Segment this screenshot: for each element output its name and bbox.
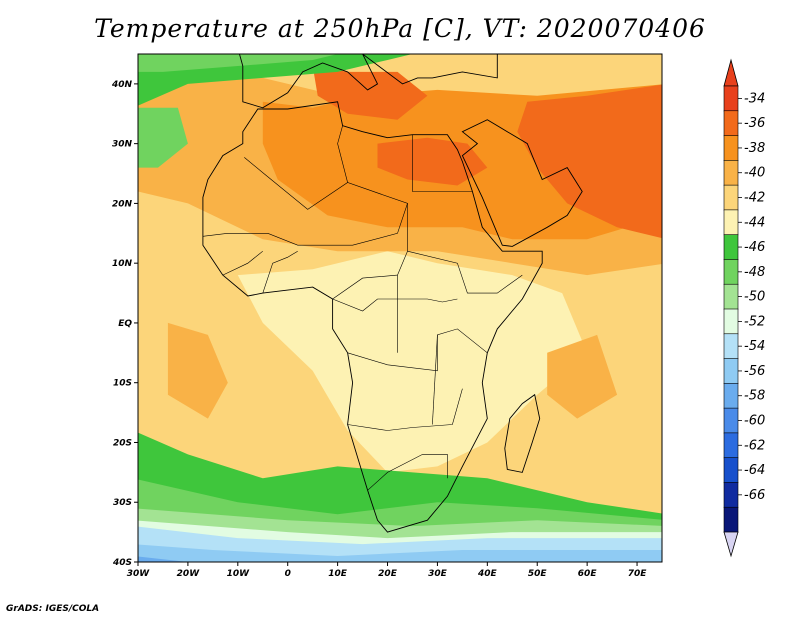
colorbar-swatch	[723, 432, 739, 459]
band-warm-mozambique	[547, 334, 618, 419]
colorbar-swatch	[723, 407, 739, 434]
colorbar-swatch	[723, 283, 739, 310]
lon-tick-label: 70E	[628, 569, 648, 579]
coastlines-borders	[202, 54, 583, 533]
colorbar-swatch	[723, 209, 739, 236]
colorbar-swatch	[723, 358, 739, 384]
colorbar-swatch	[723, 457, 739, 484]
colorbar-swatch	[723, 234, 739, 261]
colorbar-label: -44	[744, 215, 765, 230]
lat-tick-label: EQ	[118, 319, 132, 329]
colorbar-swatch	[723, 110, 739, 137]
chart-title: Temperature at 250hPa [C], VT: 202007040…	[94, 14, 706, 43]
lon-tick-label: 20E	[378, 569, 398, 579]
colorbar-swatch	[723, 135, 739, 161]
colorbar-swatch	[723, 259, 739, 285]
colorbar-bottom-arrow	[723, 531, 739, 558]
colorbar-label: -64	[744, 463, 765, 478]
country-border	[412, 134, 473, 192]
coast-arabia	[461, 119, 583, 247]
colorbar-swatch	[723, 184, 739, 211]
band-green-nw-corner	[138, 107, 188, 168]
colorbar-swatch	[723, 85, 739, 112]
lon-tick-label: 30W	[127, 569, 151, 579]
lon-tick-label: 60E	[578, 569, 598, 579]
colorbar-swatch	[723, 160, 739, 186]
colorbar-label: -62	[744, 438, 765, 453]
coast-europe	[238, 54, 498, 109]
colorbar-label: -38	[744, 141, 765, 156]
lon-tick-label: 0	[285, 569, 291, 579]
lat-tick-label: 10N	[112, 259, 133, 269]
country-border	[337, 125, 348, 183]
country-border	[347, 388, 463, 431]
colorbar-label: -50	[744, 290, 765, 305]
plot-frame	[137, 53, 663, 563]
colorbar-swatch	[723, 482, 739, 508]
colorbar-top-arrow	[723, 58, 739, 87]
colorbar-label: -34	[744, 91, 765, 106]
lat-tick-label: 40S	[112, 558, 132, 568]
country-border	[407, 250, 523, 294]
colorbar-swatch	[723, 506, 739, 533]
colorbar-swatch	[723, 308, 739, 335]
band-blue-mid-south	[138, 544, 662, 562]
lon-tick-label: 20W	[177, 569, 201, 579]
latitude-axis: 40N 30N 20N 10N EQ 10S 20S 30S 40S	[111, 80, 138, 568]
band-hottest-med	[312, 66, 428, 120]
band-green-north-mid	[138, 54, 338, 72]
lon-tick-label: 10W	[227, 569, 251, 579]
colorbar-label: -52	[744, 314, 765, 329]
country-border	[347, 328, 488, 372]
colorbar-label: -56	[744, 364, 765, 379]
colorbar-label: -58	[744, 389, 765, 404]
country-border	[262, 250, 298, 294]
band-green-north-light	[133, 48, 263, 54]
band-warm-south-atlantic	[167, 322, 228, 419]
colorbar-label: -60	[744, 414, 765, 429]
country-border	[202, 203, 408, 246]
band-cooler-equator	[237, 251, 588, 473]
country-border	[312, 286, 458, 312]
lat-tick-label: 40N	[111, 80, 133, 90]
colorbar-label: -48	[744, 265, 765, 280]
band-hottest-persia	[517, 84, 662, 239]
lon-tick-label: 30E	[428, 569, 448, 579]
lat-tick-label: 20N	[112, 199, 133, 209]
band-hottest-egypt	[377, 137, 488, 186]
longitude-axis: 30W 20W 10W 0 10E 20E 30E 40E 50E 60E 70E	[127, 562, 647, 579]
colorbar-label: -42	[744, 191, 765, 206]
lat-tick-label: 20S	[113, 438, 132, 448]
lat-tick-label: 30S	[113, 498, 132, 508]
lon-tick-label: 10E	[328, 569, 348, 579]
colorbar-swatch	[723, 383, 739, 409]
temperature-field	[133, 48, 662, 562]
coast-madagascar	[504, 393, 541, 473]
colorbar-label: -54	[744, 339, 765, 354]
lon-tick-label: 40E	[477, 569, 498, 579]
colorbar-label: -66	[744, 488, 765, 503]
colorbar-label: -40	[744, 166, 765, 181]
lat-tick-label: 30N	[112, 140, 133, 150]
country-border	[432, 334, 438, 425]
country-border	[222, 250, 263, 276]
colorbar-label: -46	[744, 240, 765, 255]
colorbar-swatch	[723, 333, 739, 360]
lat-tick-label: 10S	[113, 379, 132, 389]
lon-tick-label: 50E	[528, 569, 548, 579]
colorbar: -34 -36 -38 -40 -42 -44 -46 -48 -50 -52 -54 -56 -58 -…	[723, 58, 765, 558]
grads-credit: GrADS: IGES/COLA	[6, 604, 100, 614]
country-border	[367, 454, 448, 491]
colorbar-label: -36	[744, 116, 765, 131]
